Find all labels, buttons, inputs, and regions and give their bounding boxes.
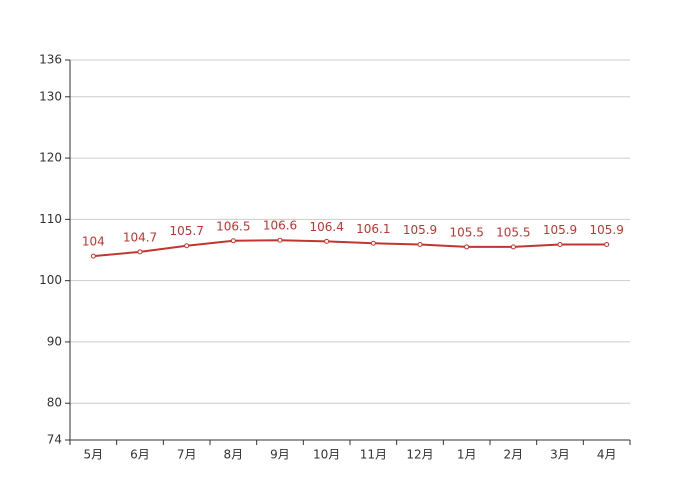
point: [464, 244, 470, 250]
data-label: 105.9: [589, 223, 623, 237]
point: [557, 241, 563, 247]
y-tick-label: 130: [39, 89, 62, 103]
point: [230, 238, 236, 244]
x-tick-label: 11月: [360, 448, 387, 462]
point: [370, 240, 376, 246]
point: [604, 241, 610, 247]
point: [184, 243, 190, 249]
data-label: 106.4: [309, 220, 343, 234]
x-tick-label: 5月: [84, 448, 104, 462]
point: [417, 241, 423, 247]
x-tick-label: 8月: [224, 448, 244, 462]
y-tick-label: 120: [39, 151, 62, 165]
y-tick-label: 90: [47, 334, 62, 348]
x-tick-label: 10月: [313, 448, 340, 462]
data-label: 106.5: [216, 219, 250, 233]
point: [510, 244, 516, 250]
x-tick-label: 1月: [457, 448, 477, 462]
data-label: 105.9: [543, 223, 577, 237]
point: [277, 237, 283, 243]
y-tick-label: 136: [39, 53, 62, 67]
x-tick-label: 3月: [550, 448, 570, 462]
data-label: 104.7: [123, 230, 157, 244]
y-tick-label: 80: [47, 396, 62, 410]
x-tick-label: 9月: [270, 448, 290, 462]
point: [90, 253, 96, 259]
data-label: 105.9: [403, 223, 437, 237]
data-label: 104: [82, 235, 105, 249]
y-tick-label: 110: [39, 212, 62, 226]
point: [324, 238, 330, 244]
x-tick-label: 7月: [177, 448, 197, 462]
x-tick-label: 4月: [597, 448, 617, 462]
x-tick-label: 2月: [504, 448, 524, 462]
data-label: 105.5: [449, 225, 483, 239]
x-tick-label: 12月: [406, 448, 433, 462]
y-tick-label: 100: [39, 273, 62, 287]
data-label: 105.7: [169, 224, 203, 238]
data-label: 106.6: [263, 219, 297, 233]
point: [137, 249, 143, 255]
x-tick-label: 6月: [130, 448, 150, 462]
y-tick-label: 74: [47, 433, 62, 447]
data-label: 106.1: [356, 222, 390, 236]
data-label: 105.5: [496, 225, 530, 239]
line: [93, 239, 607, 258]
